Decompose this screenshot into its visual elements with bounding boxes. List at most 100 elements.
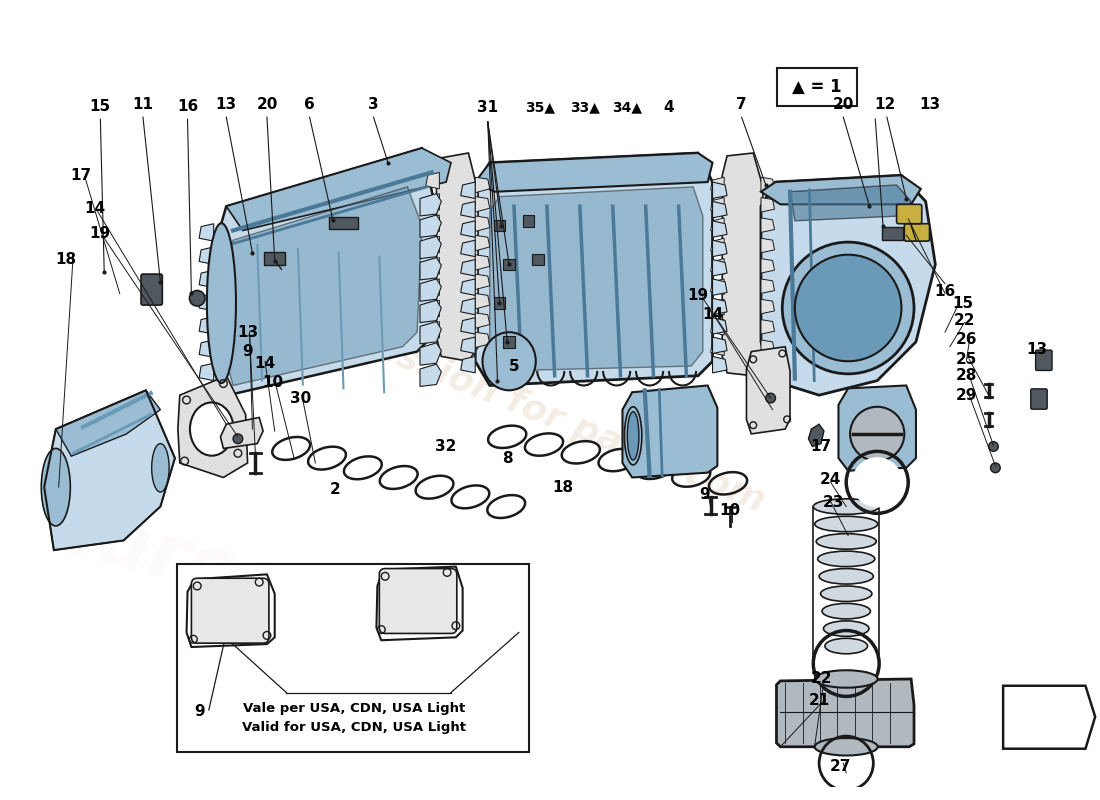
FancyBboxPatch shape <box>1035 350 1052 370</box>
Polygon shape <box>713 298 727 314</box>
Text: 18: 18 <box>552 480 573 494</box>
Polygon shape <box>227 148 451 230</box>
Text: 25: 25 <box>956 352 977 367</box>
Text: 23: 23 <box>823 495 845 510</box>
Text: passion for parts.com: passion for parts.com <box>345 320 770 518</box>
Polygon shape <box>56 390 161 456</box>
Text: 28: 28 <box>956 368 977 383</box>
Polygon shape <box>199 224 213 241</box>
Polygon shape <box>711 198 724 213</box>
Text: 20: 20 <box>256 97 277 112</box>
Polygon shape <box>711 299 724 314</box>
Ellipse shape <box>627 412 639 460</box>
Polygon shape <box>475 254 490 270</box>
FancyBboxPatch shape <box>532 254 544 266</box>
Text: 2: 2 <box>329 482 340 497</box>
Text: 10: 10 <box>262 375 284 390</box>
FancyBboxPatch shape <box>329 217 358 229</box>
Ellipse shape <box>817 551 874 566</box>
Text: 6: 6 <box>305 97 315 112</box>
Polygon shape <box>461 202 475 218</box>
Text: 13: 13 <box>1026 342 1047 357</box>
Polygon shape <box>808 424 824 446</box>
Polygon shape <box>713 337 727 354</box>
Text: 27: 27 <box>829 758 851 774</box>
Polygon shape <box>461 357 475 373</box>
Polygon shape <box>713 279 727 295</box>
FancyBboxPatch shape <box>504 258 515 270</box>
Circle shape <box>795 254 901 362</box>
Polygon shape <box>213 148 437 395</box>
Ellipse shape <box>152 443 169 492</box>
FancyBboxPatch shape <box>191 578 268 643</box>
Polygon shape <box>761 175 921 204</box>
Ellipse shape <box>190 402 233 456</box>
Polygon shape <box>426 300 439 317</box>
Polygon shape <box>187 574 275 647</box>
Polygon shape <box>761 218 774 233</box>
Ellipse shape <box>815 670 878 688</box>
Polygon shape <box>475 235 490 251</box>
Circle shape <box>990 463 1000 473</box>
Polygon shape <box>461 337 475 354</box>
Polygon shape <box>761 279 774 294</box>
Ellipse shape <box>815 738 878 755</box>
Ellipse shape <box>822 603 870 619</box>
Polygon shape <box>475 274 490 290</box>
Polygon shape <box>461 298 475 314</box>
Text: 13: 13 <box>236 325 258 340</box>
Polygon shape <box>199 294 213 311</box>
Ellipse shape <box>207 223 236 383</box>
Polygon shape <box>777 679 914 746</box>
Text: 14: 14 <box>84 201 106 216</box>
Polygon shape <box>420 300 441 322</box>
Polygon shape <box>711 258 724 274</box>
Polygon shape <box>713 240 727 257</box>
Text: 22: 22 <box>811 671 832 686</box>
Text: 30: 30 <box>290 390 311 406</box>
Text: 16: 16 <box>177 99 198 114</box>
Ellipse shape <box>625 406 641 465</box>
Polygon shape <box>838 386 916 470</box>
Polygon shape <box>178 376 248 478</box>
Polygon shape <box>426 215 439 231</box>
Polygon shape <box>426 322 439 338</box>
Polygon shape <box>711 320 724 335</box>
Polygon shape <box>426 258 439 274</box>
Text: 31: 31 <box>477 100 498 115</box>
Circle shape <box>782 242 914 374</box>
Polygon shape <box>711 218 724 234</box>
Polygon shape <box>711 340 724 355</box>
Ellipse shape <box>824 621 869 636</box>
Polygon shape <box>790 185 911 221</box>
Text: 34▲: 34▲ <box>613 101 642 114</box>
Polygon shape <box>761 299 774 314</box>
Text: ▲ = 1: ▲ = 1 <box>792 78 842 96</box>
Text: 33▲: 33▲ <box>570 101 600 114</box>
Text: 20: 20 <box>833 97 854 112</box>
Polygon shape <box>475 178 490 193</box>
Text: 3: 3 <box>368 97 378 112</box>
Text: 9: 9 <box>194 705 205 719</box>
Polygon shape <box>475 153 713 386</box>
Polygon shape <box>420 236 441 258</box>
Polygon shape <box>199 270 213 288</box>
Polygon shape <box>723 153 763 376</box>
FancyBboxPatch shape <box>141 274 163 305</box>
Ellipse shape <box>813 499 879 514</box>
Text: 15: 15 <box>90 99 111 114</box>
Polygon shape <box>461 240 475 257</box>
Text: 21: 21 <box>808 693 829 708</box>
Text: 15: 15 <box>952 296 974 310</box>
Polygon shape <box>199 363 213 381</box>
Text: Valid for USA, CDN, USA Light: Valid for USA, CDN, USA Light <box>242 721 466 734</box>
Text: passion
for parts.com: passion for parts.com <box>343 256 540 370</box>
Circle shape <box>189 290 205 306</box>
Polygon shape <box>420 343 441 365</box>
Polygon shape <box>475 197 490 212</box>
FancyBboxPatch shape <box>494 298 505 309</box>
Text: 26: 26 <box>956 333 977 347</box>
Polygon shape <box>713 221 727 238</box>
Text: 4: 4 <box>663 100 674 115</box>
Polygon shape <box>761 238 774 253</box>
